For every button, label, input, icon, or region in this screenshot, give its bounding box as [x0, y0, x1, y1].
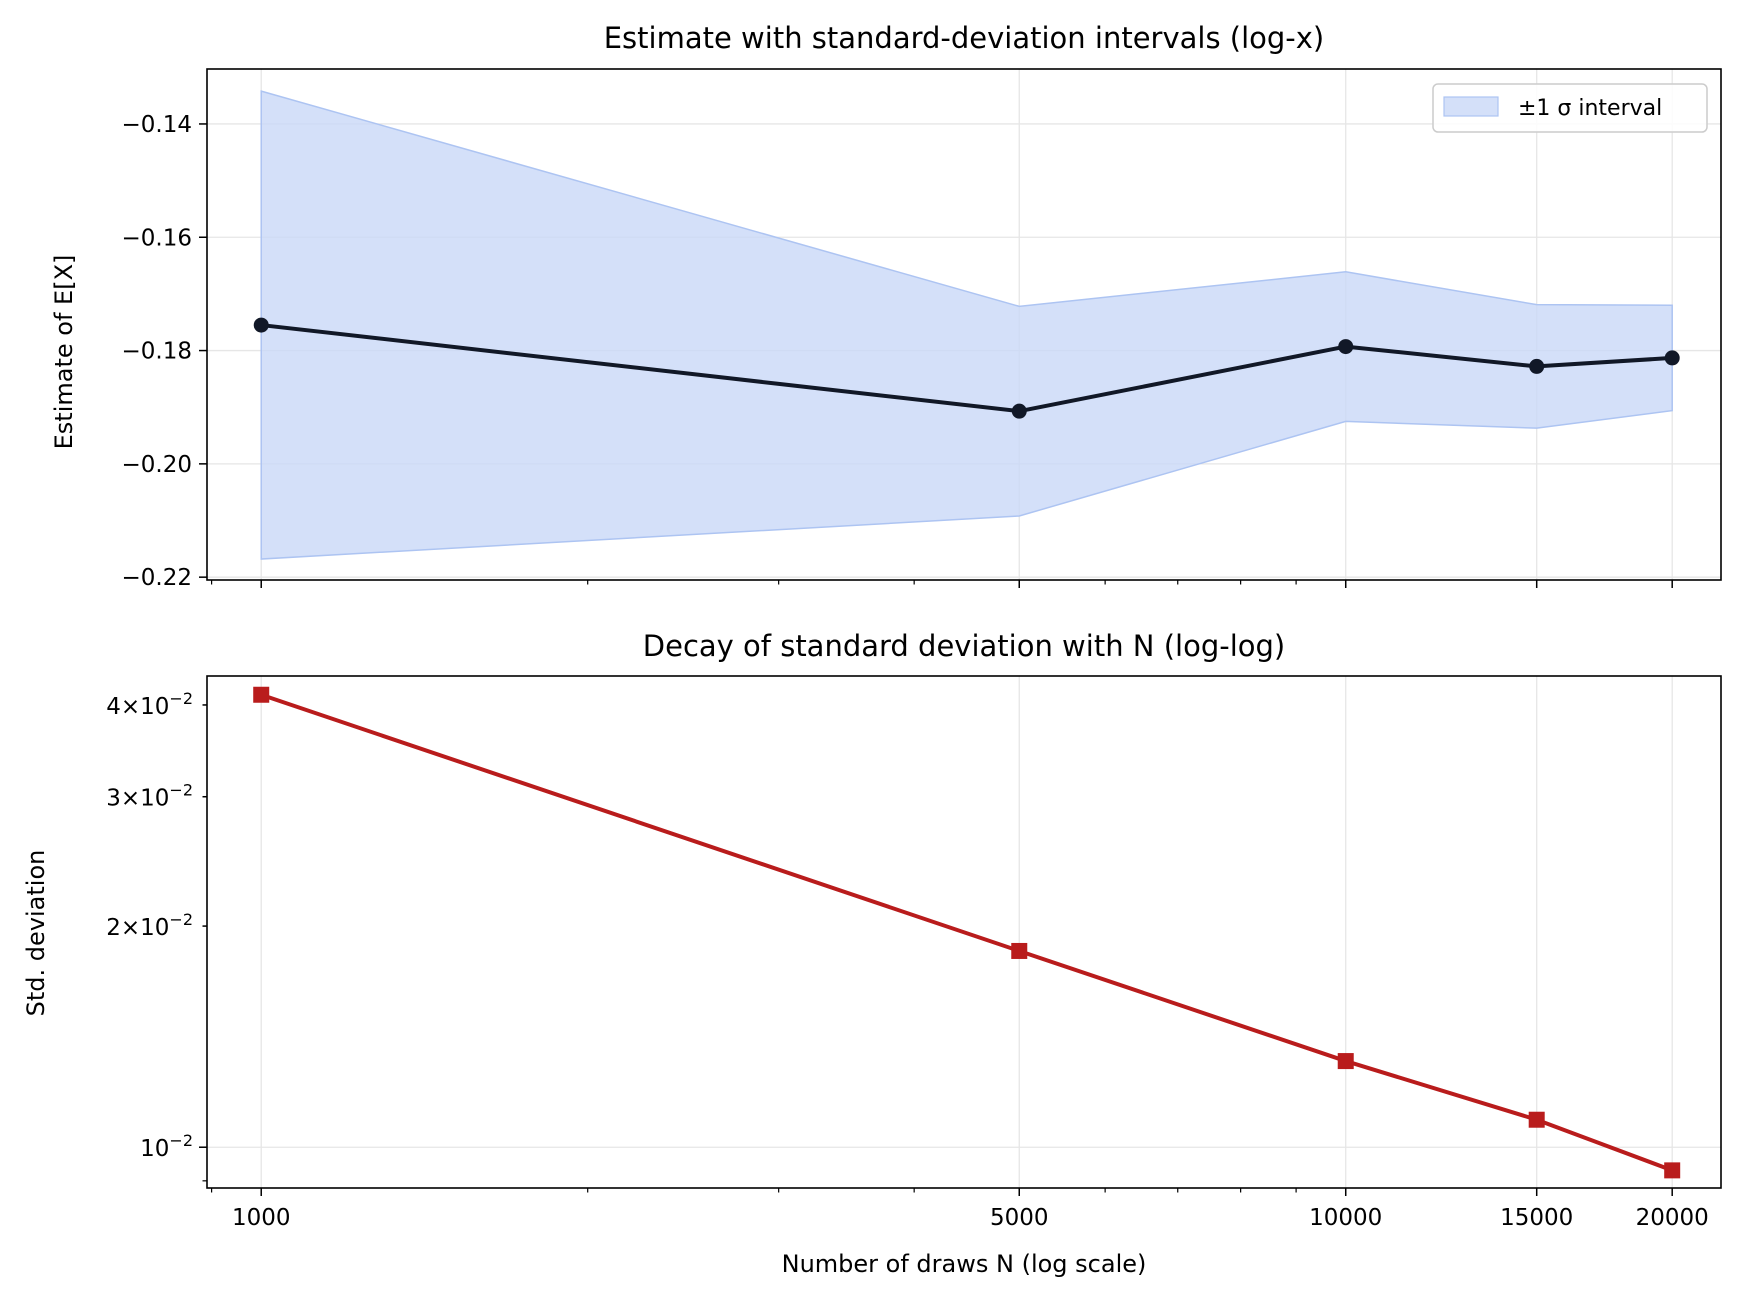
- data-point-std: [1337, 1053, 1354, 1070]
- y-tick-label-top: −0.22: [122, 565, 192, 591]
- y-tick-label-bottom: 2×10−2: [106, 910, 193, 941]
- data-point-estimate: [1011, 403, 1027, 419]
- chart-title-bottom: Decay of standard deviation with N (log-…: [643, 629, 1285, 663]
- series-bottom: [253, 686, 1681, 1179]
- panel-estimate: Estimate with standard-deviation interva…: [50, 21, 1722, 591]
- data-point-std: [253, 686, 270, 703]
- chart-title-top: Estimate with standard-deviation interva…: [604, 21, 1325, 55]
- series-line-std: [260, 692, 1673, 1173]
- y-ticks-bottom: 10−2 2×10−2 3×10−2 4×10−2: [106, 689, 207, 1182]
- legend-label-sigma: ±1 σ interval: [1518, 96, 1662, 121]
- grid-bottom: [207, 676, 1721, 1188]
- x-tick-label-bottom: 5000: [990, 1205, 1049, 1231]
- y-tick-label-bottom: 4×10−2: [106, 689, 193, 720]
- x-tick-label-bottom: 15000: [1500, 1205, 1573, 1231]
- y-tick-label-bottom: 10−2: [140, 1131, 193, 1162]
- sigma-interval-band: [260, 90, 1673, 560]
- y-tick-label-top: −0.14: [122, 112, 192, 138]
- data-point-estimate: [253, 317, 269, 333]
- y-axis-label-top: Estimate of E[X]: [50, 255, 78, 450]
- legend-swatch-sigma: [1443, 96, 1499, 117]
- legend: ±1 σ interval: [1432, 83, 1708, 133]
- y-tick-label-top: −0.20: [122, 452, 192, 478]
- data-point-std: [1528, 1111, 1545, 1128]
- y-tick-label-top: −0.18: [122, 339, 192, 365]
- x-ticks-bottom: 1000 5000 10000 15000 20000: [211, 1188, 1709, 1231]
- y-tick-label-bottom: 3×10−2: [106, 781, 193, 812]
- data-point-estimate: [1529, 358, 1545, 374]
- panel-std-deviation: Decay of standard deviation with N (log-…: [22, 629, 1722, 1278]
- y-axis-label-bottom: Std. deviation: [22, 850, 50, 1017]
- x-tick-label-bottom: 20000: [1636, 1205, 1709, 1231]
- series-top: [253, 317, 1680, 419]
- y-tick-label-top: −0.16: [122, 225, 192, 251]
- legend-box: [1432, 83, 1708, 133]
- data-point-std: [1664, 1162, 1681, 1179]
- data-point-estimate: [1664, 350, 1680, 366]
- plot-frame-bottom: [206, 675, 1722, 1189]
- x-ticks-top: [211, 580, 1673, 588]
- plot-frame-top: [206, 68, 1722, 581]
- y-ticks-top: −0.22 −0.20 −0.18 −0.16 −0.14: [122, 112, 207, 591]
- x-tick-label-bottom: 1000: [232, 1205, 291, 1231]
- x-tick-label-bottom: 10000: [1309, 1205, 1382, 1231]
- data-point-estimate: [1338, 339, 1354, 355]
- data-point-std: [1011, 942, 1028, 959]
- x-axis-label-bottom: Number of draws N (log scale): [782, 1250, 1147, 1278]
